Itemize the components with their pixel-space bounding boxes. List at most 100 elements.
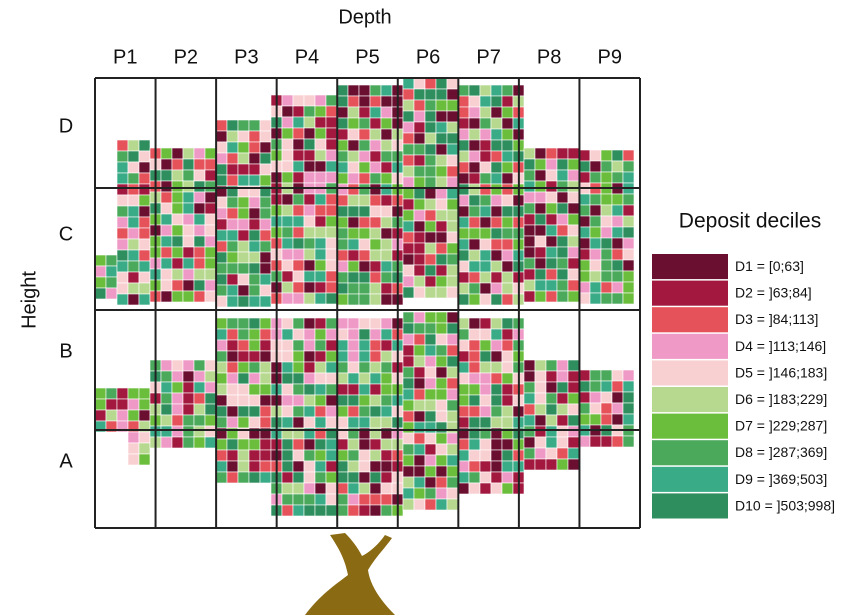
canopy-cell: [424, 487, 437, 500]
canopy-cell: [347, 216, 360, 229]
canopy-cell: [182, 180, 195, 193]
canopy-cell: [490, 471, 503, 484]
canopy-cell: [325, 215, 338, 228]
canopy-cell: [347, 227, 360, 240]
canopy-cell: [369, 449, 382, 462]
canopy-cell: [435, 355, 448, 368]
canopy-cell: [490, 84, 503, 97]
canopy-cell: [556, 213, 569, 226]
canopy-cell: [325, 438, 338, 451]
canopy-cell: [193, 279, 206, 292]
canopy-cell: [182, 403, 195, 416]
canopy-cell: [138, 150, 151, 163]
canopy-cell: [600, 402, 613, 415]
canopy-cell: [534, 180, 547, 193]
canopy-cell: [479, 361, 492, 374]
canopy-cell: [424, 121, 437, 134]
canopy-cell: [556, 414, 569, 427]
canopy-cell: [523, 392, 536, 405]
canopy-cell: [446, 154, 459, 167]
canopy-cell: [424, 377, 437, 390]
canopy-cell: [578, 204, 591, 217]
canopy-cell: [347, 293, 360, 306]
canopy-cell: [336, 394, 349, 407]
canopy-cell: [545, 268, 558, 281]
canopy-cell: [358, 260, 371, 273]
canopy-cell: [259, 119, 272, 132]
canopy-cell: [468, 449, 481, 462]
canopy-cell: [347, 161, 360, 174]
canopy-cell: [358, 339, 371, 352]
canopy-cell: [248, 471, 261, 484]
canopy-cell: [556, 370, 569, 383]
canopy-cell: [336, 471, 349, 484]
canopy-cell: [380, 350, 393, 363]
canopy-cell: [424, 253, 437, 266]
canopy-cell: [314, 171, 327, 184]
canopy-cell: [556, 235, 569, 248]
canopy-cell: [402, 253, 415, 266]
canopy-cell: [204, 290, 217, 303]
canopy-cell: [215, 262, 228, 275]
canopy-cell: [303, 416, 316, 429]
canopy-cell: [171, 213, 184, 226]
canopy-cell: [248, 163, 261, 176]
canopy-cell: [116, 216, 129, 229]
canopy-cell: [369, 339, 382, 352]
canopy-cell: [259, 328, 272, 341]
canopy-cell: [160, 224, 173, 237]
canopy-cell: [567, 290, 580, 303]
canopy-cell: [402, 311, 415, 324]
canopy-cell: [490, 339, 503, 352]
canopy-cell: [402, 143, 415, 156]
canopy-cell: [622, 171, 635, 184]
canopy-cell: [402, 121, 415, 134]
canopy-cell: [413, 110, 426, 123]
canopy-cell: [457, 139, 470, 152]
canopy-cell: [215, 460, 228, 473]
canopy-cell: [347, 150, 360, 163]
canopy-cell: [380, 361, 393, 374]
canopy-cell: [292, 361, 305, 374]
canopy-cell: [259, 218, 272, 231]
canopy-cell: [479, 350, 492, 363]
legend-swatch: [652, 440, 728, 466]
canopy-cell: [589, 160, 602, 173]
canopy-cell: [402, 154, 415, 167]
canopy-cell: [567, 191, 580, 204]
canopy-cell: [336, 249, 349, 262]
canopy-cell: [424, 143, 437, 156]
canopy-cell: [534, 425, 547, 438]
canopy-cell: [622, 226, 635, 239]
canopy-cell: [369, 293, 382, 306]
canopy-cell: [413, 487, 426, 500]
canopy-cell: [402, 322, 415, 335]
canopy-cell: [314, 350, 327, 363]
canopy-cell: [490, 317, 503, 330]
canopy-cell: [600, 149, 613, 162]
canopy-cell: [545, 257, 558, 270]
canopy-cell: [402, 399, 415, 412]
canopy-cell: [237, 416, 250, 429]
canopy-cell: [237, 119, 250, 132]
canopy-cell: [435, 198, 448, 211]
canopy-cell: [490, 249, 503, 262]
canopy-cell: [358, 416, 371, 429]
canopy-cell: [314, 471, 327, 484]
canopy-cell: [490, 95, 503, 108]
canopy-cell: [369, 128, 382, 141]
canopy-cell: [336, 504, 349, 517]
canopy-cell: [171, 268, 184, 281]
canopy-cell: [116, 161, 129, 174]
canopy-cell: [446, 121, 459, 134]
canopy-cell: [435, 333, 448, 346]
canopy-cell: [138, 172, 151, 185]
canopy-cell: [380, 383, 393, 396]
canopy-cell: [314, 138, 327, 151]
canopy-cell: [413, 198, 426, 211]
canopy-cell: [303, 504, 316, 517]
canopy-cell: [435, 465, 448, 478]
canopy-cell: [325, 105, 338, 118]
canopy-cell: [479, 293, 492, 306]
canopy-cell: [116, 227, 129, 240]
